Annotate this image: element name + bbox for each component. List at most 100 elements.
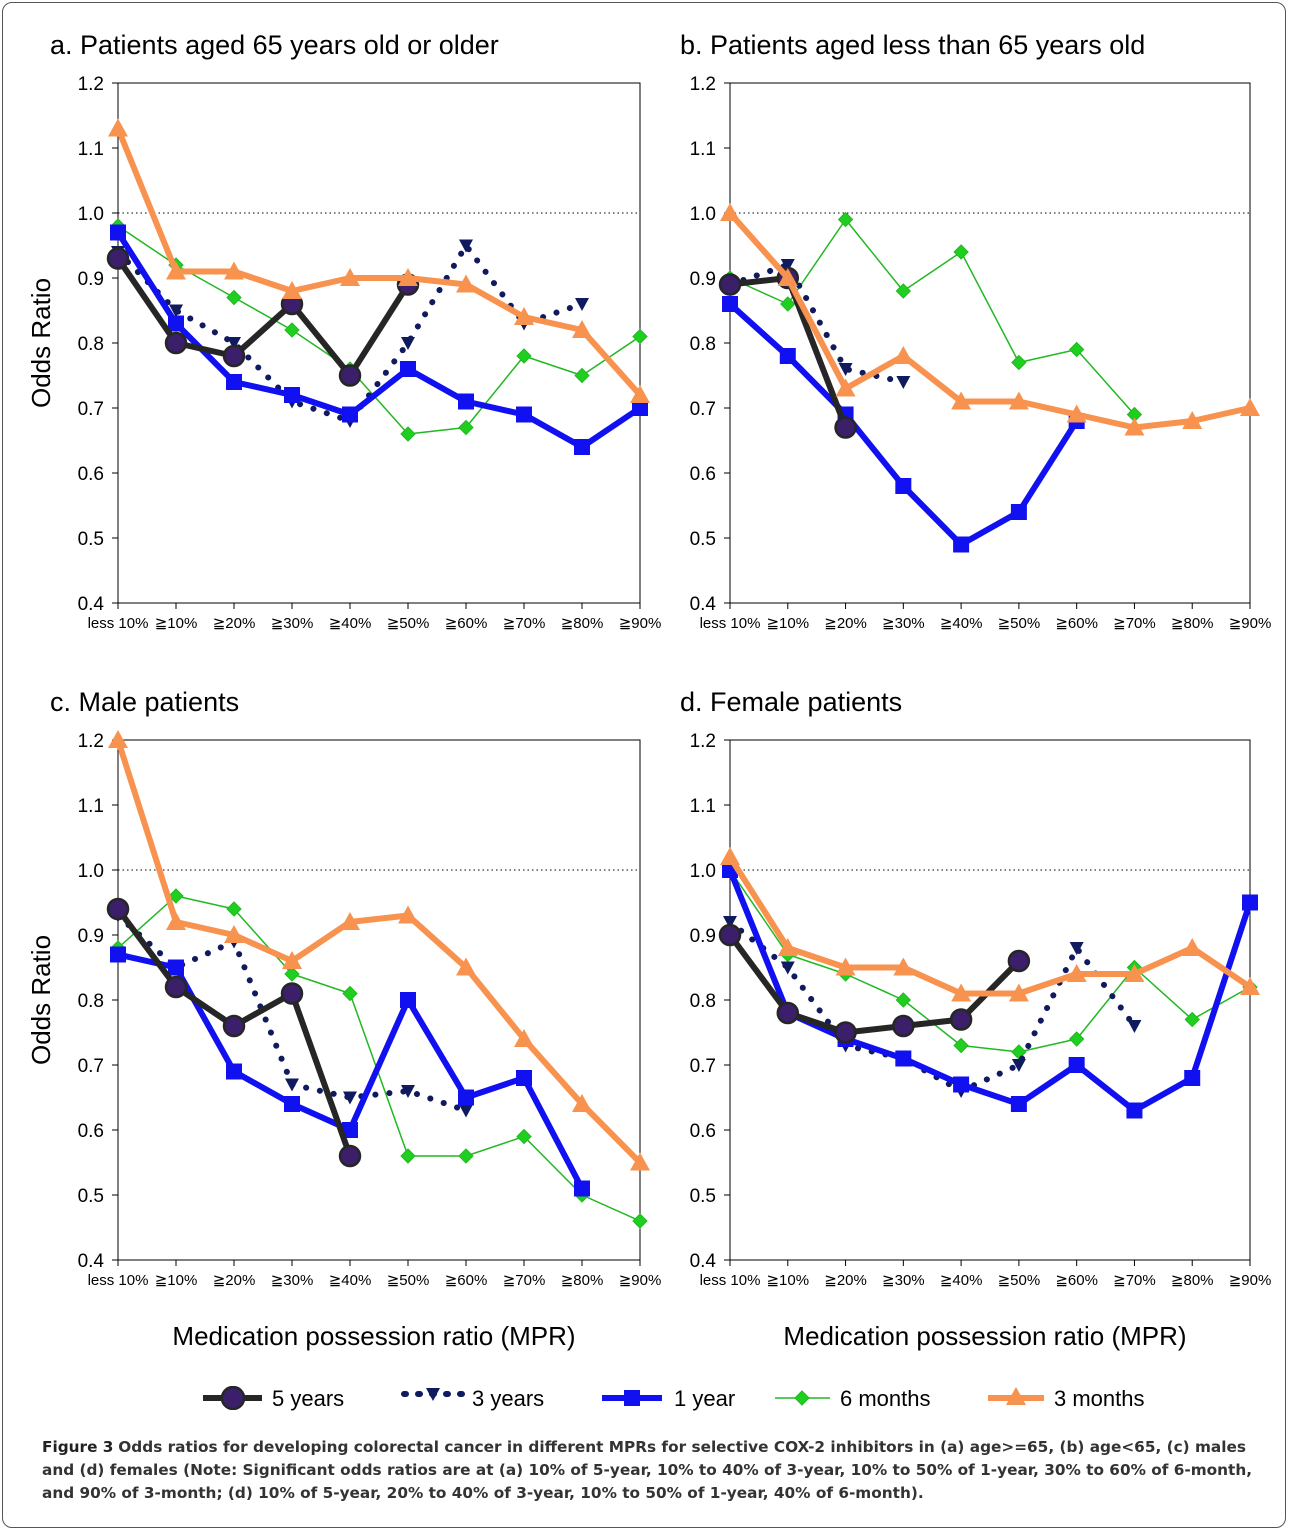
x-tick-label: ≧60% bbox=[445, 615, 488, 632]
y-tick-label: 0.7 bbox=[78, 1056, 104, 1077]
x-tick-label: ≧10% bbox=[766, 1272, 809, 1289]
y-tick-label: 0.7 bbox=[690, 1056, 716, 1077]
y-tick-label: 0.4 bbox=[690, 1251, 717, 1272]
data-point-6-months bbox=[284, 966, 300, 982]
data-point-3-months bbox=[1182, 411, 1203, 429]
data-point-3-months bbox=[720, 847, 740, 865]
data-point-5-years bbox=[718, 923, 742, 947]
x-tick-label: ≧90% bbox=[1229, 615, 1272, 632]
data-point-3-months bbox=[224, 261, 244, 280]
data-point-5-years bbox=[164, 331, 188, 355]
data-point-1-year bbox=[284, 387, 300, 403]
data-point-3-months bbox=[630, 1152, 650, 1171]
data-point-1-year bbox=[1242, 894, 1258, 911]
data-point-5-years bbox=[280, 982, 304, 1005]
series-1-year bbox=[722, 296, 1085, 553]
data-point-3-months bbox=[951, 391, 972, 410]
data-point-1-year bbox=[226, 1063, 242, 1080]
y-tick-label: 0.4 bbox=[690, 594, 717, 615]
data-point-5-years bbox=[164, 975, 188, 999]
legend-item-1-year: 1 year bbox=[602, 1386, 735, 1411]
data-point-1-year bbox=[722, 296, 738, 312]
y-tick-label: 0.6 bbox=[78, 1121, 104, 1142]
data-point-3-months bbox=[777, 268, 798, 286]
y-tick-label: 0.9 bbox=[690, 926, 716, 947]
data-point-3-years bbox=[838, 363, 853, 376]
data-point-3-months bbox=[340, 912, 360, 930]
x-tick-label: ≧50% bbox=[998, 615, 1041, 632]
x-tick-label: ≧40% bbox=[329, 615, 372, 632]
data-point-3-months bbox=[1066, 964, 1087, 982]
data-point-3-months bbox=[514, 307, 534, 325]
data-point-1-year bbox=[516, 406, 532, 423]
legend-label-3-months: 3 months bbox=[1054, 1386, 1145, 1411]
data-point-6-months bbox=[516, 1128, 532, 1145]
data-point-3-months bbox=[630, 385, 650, 403]
data-point-3-months bbox=[282, 951, 302, 969]
data-point-3-months bbox=[835, 957, 856, 976]
y-tick-label: 1.1 bbox=[78, 796, 104, 817]
x-tick-label: ≧70% bbox=[503, 615, 546, 632]
legend-label-5-years: 5 years bbox=[272, 1386, 344, 1411]
x-tick-label: ≧20% bbox=[213, 1272, 256, 1289]
data-point-5-years bbox=[222, 1014, 246, 1038]
series-line-3-months bbox=[115, 739, 643, 1165]
data-point-6-months bbox=[953, 244, 969, 260]
x-tick-label: less 10% bbox=[88, 1272, 149, 1289]
data-point-1-year bbox=[284, 1096, 300, 1112]
data-point-1-year bbox=[400, 992, 416, 1008]
data-point-3-months bbox=[108, 118, 128, 137]
data-point-6-months bbox=[1068, 1031, 1085, 1047]
data-point-6-months bbox=[632, 1213, 648, 1229]
data-point-6-months bbox=[953, 1037, 969, 1054]
y-tick-label: 0.7 bbox=[78, 399, 104, 420]
data-point-6-months bbox=[400, 1148, 416, 1164]
data-point-6-months bbox=[284, 322, 300, 338]
data-point-3-years bbox=[401, 337, 415, 350]
data-point-6-months bbox=[458, 419, 474, 436]
data-point-1-year bbox=[458, 1089, 474, 1106]
legend-item-5-years: 5 years bbox=[203, 1386, 344, 1411]
data-point-6-months bbox=[1068, 341, 1085, 358]
x-tick-label: ≧20% bbox=[824, 1272, 867, 1289]
y-tick-label: 0.5 bbox=[78, 529, 104, 550]
y-tick-label: 1.0 bbox=[78, 204, 104, 225]
data-point-6-months bbox=[895, 283, 912, 299]
series-line-5-years bbox=[115, 256, 411, 379]
data-point-5-years bbox=[106, 247, 130, 270]
series-3-months bbox=[720, 847, 1260, 1002]
data-point-3-months bbox=[1008, 391, 1029, 410]
data-point-3-years bbox=[723, 916, 737, 929]
data-point-6-months bbox=[1184, 1011, 1200, 1028]
y-tick-label: 0.9 bbox=[690, 269, 716, 290]
data-point-1-year bbox=[1068, 1057, 1085, 1073]
series-1-year bbox=[110, 224, 648, 455]
data-point-3-months bbox=[720, 203, 740, 221]
y-tick-label: 0.9 bbox=[78, 926, 104, 947]
y-tick-label: 1.2 bbox=[78, 731, 104, 752]
x-tick-label: less 10% bbox=[700, 615, 761, 632]
x-tick-label: less 10% bbox=[700, 1272, 761, 1289]
data-point-3-months bbox=[398, 905, 418, 924]
data-point-3-months bbox=[514, 1029, 534, 1047]
data-point-3-years bbox=[575, 298, 589, 311]
x-tick-label: ≧70% bbox=[1113, 1272, 1156, 1289]
caption-text: Odds ratios for developing colorectal ca… bbox=[42, 1438, 1253, 1502]
data-point-3-months bbox=[166, 912, 186, 930]
data-point-1-year bbox=[1010, 1096, 1027, 1112]
y-tick-label: 0.8 bbox=[78, 334, 104, 355]
data-point-1-year bbox=[168, 959, 184, 976]
data-point-5-years bbox=[776, 1001, 800, 1025]
data-point-6-months bbox=[168, 888, 184, 904]
data-point-6-months bbox=[400, 426, 416, 442]
data-point-3-years bbox=[227, 337, 241, 350]
data-point-3-months bbox=[572, 320, 592, 338]
data-point-6-months bbox=[632, 328, 648, 345]
data-point-3-months bbox=[777, 938, 798, 956]
legend: 5 years 3 years 1 year 6 months 3 months bbox=[203, 1386, 1145, 1411]
data-point-1-year bbox=[779, 348, 796, 364]
chart-title: a. Patients aged 65 years old or older bbox=[50, 30, 499, 60]
y-tick-label: 0.8 bbox=[690, 991, 716, 1012]
data-point-3-months bbox=[1240, 398, 1260, 416]
